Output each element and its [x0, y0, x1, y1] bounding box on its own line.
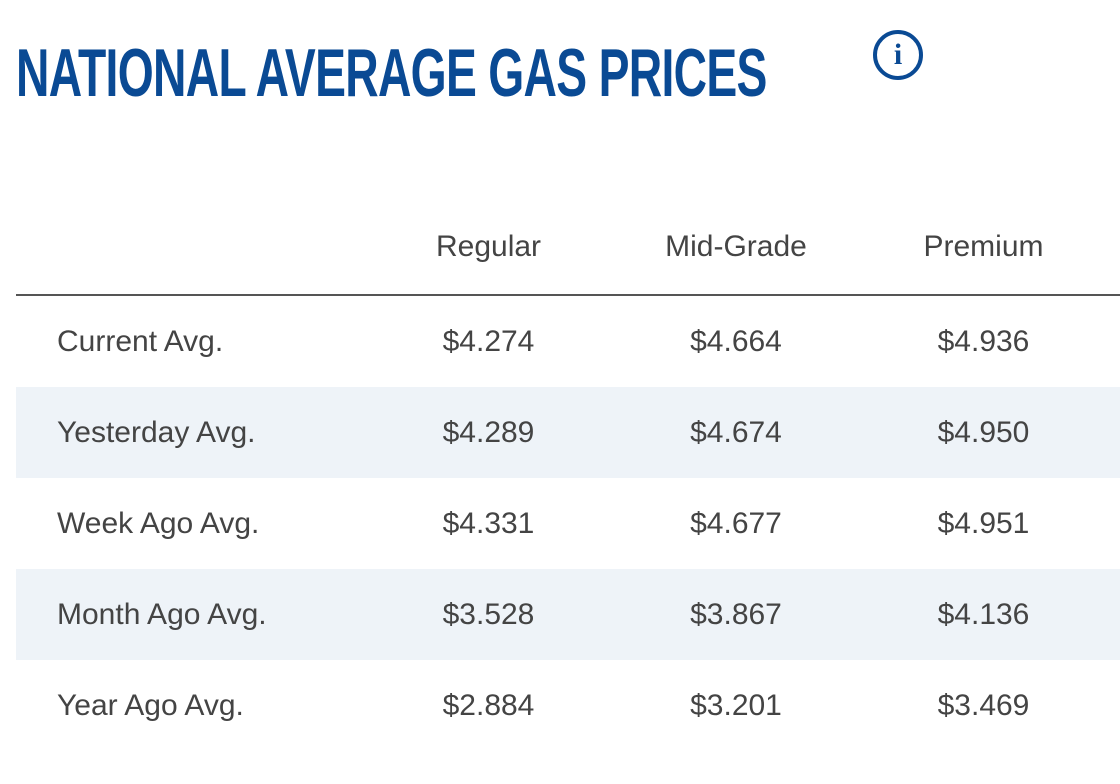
column-header-premium: Premium — [861, 200, 1106, 296]
premium-price: $4.136 — [861, 569, 1106, 660]
mid-grade-price: $3.867 — [611, 569, 861, 660]
regular-price: $2.884 — [442, 688, 535, 722]
row-label: Year Ago Avg. — [57, 688, 244, 722]
row-spacer — [1106, 478, 1120, 569]
table-row: Current Avg. $4.274 $4.664 $4.936 — [16, 295, 1120, 387]
mid-grade-price: $3.201 — [690, 688, 782, 722]
regular-price: $3.528 — [366, 569, 611, 660]
row-label: Yesterday Avg. — [16, 387, 366, 478]
row-label: Current Avg. — [57, 324, 224, 358]
premium-price: $3.469 — [937, 688, 1030, 722]
premium-price: $4.936 — [937, 324, 1030, 358]
page-header: NATIONAL AVERAGE GAS PRICES — [16, 28, 1120, 118]
mid-grade-price: $4.677 — [690, 506, 782, 540]
table-row: Week Ago Avg. $4.331 $4.677 $4.951 — [16, 478, 1120, 569]
row-spacer — [1106, 569, 1120, 660]
column-header-mid-grade: Mid-Grade — [611, 200, 861, 296]
row-label: Week Ago Avg. — [57, 506, 260, 540]
column-header-regular: Regular — [366, 200, 611, 296]
row-label: Month Ago Avg. — [16, 569, 366, 660]
column-header-label — [16, 200, 366, 296]
regular-price: $4.331 — [442, 506, 535, 540]
mid-grade-price: $4.674 — [611, 387, 861, 478]
table-row: Yesterday Avg. $4.289 $4.674 $4.950 — [16, 387, 1120, 478]
gas-prices-table: Regular Mid-Grade Premium Current Avg. $… — [16, 200, 1120, 751]
table-body: Current Avg. $4.274 $4.664 $4.936 Yester… — [16, 295, 1120, 751]
page-title: NATIONAL AVERAGE GAS PRICES — [16, 35, 767, 111]
table-header: Regular Mid-Grade Premium — [16, 200, 1120, 296]
row-spacer — [1106, 660, 1120, 751]
table-header-row: Regular Mid-Grade Premium — [16, 200, 1120, 296]
row-spacer — [1106, 387, 1120, 478]
premium-price: $4.951 — [937, 506, 1030, 540]
mid-grade-price: $4.664 — [690, 324, 782, 358]
info-icon[interactable]: i — [873, 30, 923, 80]
regular-price: $4.274 — [442, 324, 535, 358]
premium-price: $4.950 — [861, 387, 1106, 478]
table-row: Month Ago Avg. $3.528 $3.867 $4.136 — [16, 569, 1120, 660]
table-row: Year Ago Avg. $2.884 $3.201 $3.469 — [16, 660, 1120, 751]
column-header-spacer — [1106, 200, 1120, 296]
regular-price: $4.289 — [366, 387, 611, 478]
row-spacer — [1106, 295, 1120, 387]
